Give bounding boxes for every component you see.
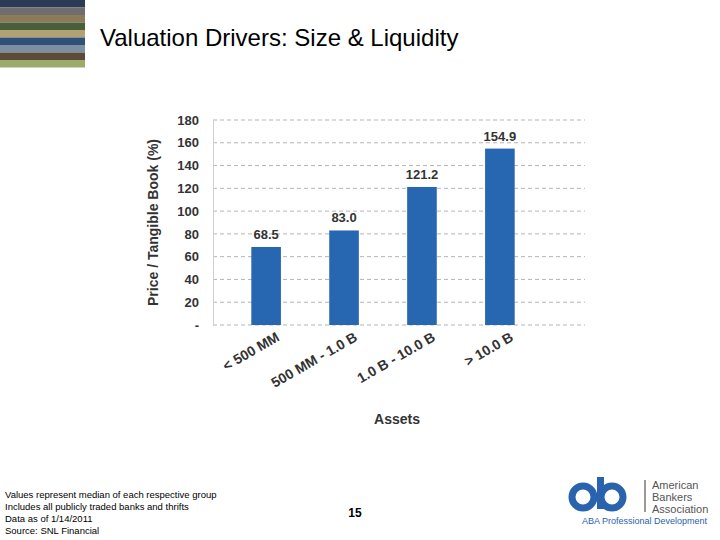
logo-name: Association bbox=[652, 503, 708, 515]
y-tick-label: - bbox=[195, 318, 199, 333]
y-tick: 140 bbox=[177, 158, 213, 173]
y-tick: 160 bbox=[177, 135, 213, 150]
stripe bbox=[0, 8, 85, 16]
page-number: 15 bbox=[348, 506, 362, 520]
data-label: 68.5 bbox=[253, 227, 278, 242]
y-tick: 60 bbox=[185, 249, 213, 264]
data-label: 121.2 bbox=[406, 167, 439, 182]
footnote: Includes all publicly traded banks and t… bbox=[5, 501, 189, 512]
title: Valuation Drivers: Size & Liquidity bbox=[100, 24, 458, 51]
y-tick-label: 40 bbox=[185, 272, 199, 287]
x-tick: < 500 MM bbox=[220, 325, 282, 374]
stripe bbox=[0, 53, 85, 61]
data-label: 154.9 bbox=[484, 129, 517, 144]
logo-tagline: ABA Professional Development bbox=[582, 516, 708, 526]
bar bbox=[485, 149, 515, 325]
bar bbox=[407, 187, 437, 325]
bar bbox=[329, 230, 359, 325]
y-axis-title: Price / Tangible Book (%) bbox=[145, 139, 161, 306]
y-tick: 180 bbox=[177, 113, 213, 128]
bar bbox=[251, 247, 281, 325]
y-tick-label: 60 bbox=[185, 249, 199, 264]
logo-shape bbox=[601, 486, 623, 508]
data-labels: 68.5 83.0 121.2 154.9 bbox=[253, 129, 516, 242]
grid-line bbox=[213, 211, 585, 212]
y-tick-label: 120 bbox=[177, 181, 199, 196]
bars bbox=[251, 149, 514, 325]
x-axis-title: Assets bbox=[374, 411, 420, 427]
grid bbox=[213, 120, 585, 325]
y-tick-label: 100 bbox=[177, 204, 199, 219]
y-tick-label: 140 bbox=[177, 158, 199, 173]
y-tick-label: 80 bbox=[185, 227, 199, 242]
x-tick: 500 MM - 1.0 B bbox=[268, 325, 360, 391]
y-tick-label: 20 bbox=[185, 295, 199, 310]
y-tick: 120 bbox=[177, 181, 213, 196]
y-tick: 20 bbox=[185, 295, 213, 310]
stripe bbox=[0, 15, 85, 23]
stripe bbox=[0, 23, 85, 31]
y-tick: 100 bbox=[177, 204, 213, 219]
decor-stripes bbox=[0, 0, 85, 68]
y-tick: 80 bbox=[185, 227, 213, 242]
x-tick: 1.0 B - 10.0 B bbox=[354, 325, 437, 386]
x-tick-label: > 10.0 B bbox=[462, 329, 516, 370]
page: Valuation Drivers: Size & Liquidity 68.5 8… bbox=[0, 0, 720, 540]
grid-line bbox=[213, 188, 585, 189]
x-tick: > 10.0 B bbox=[462, 325, 516, 369]
slide: Valuation Drivers: Size & Liquidity 68.5 8… bbox=[0, 0, 720, 540]
stripe bbox=[0, 60, 85, 68]
stripe bbox=[0, 38, 85, 46]
grid-line bbox=[213, 120, 585, 121]
stripe bbox=[0, 30, 85, 38]
logo: AmericanBankersAssociationABA Profession… bbox=[572, 477, 708, 526]
logo-shape bbox=[572, 486, 594, 508]
y-tick-label: 180 bbox=[177, 113, 199, 128]
grid-line bbox=[213, 142, 585, 143]
y-tick: - bbox=[195, 318, 213, 333]
logo-divider bbox=[644, 480, 646, 512]
footnote: Data as of 1/14/2011 bbox=[5, 513, 93, 524]
x-axis: < 500 MM500 MM - 1.0 B1.0 B - 10.0 B > 10… bbox=[220, 325, 516, 391]
footnote: Values represent median of each respecti… bbox=[5, 489, 217, 500]
x-tick-label: 500 MM - 1.0 B bbox=[268, 329, 360, 391]
data-label: 83.0 bbox=[331, 210, 356, 225]
logo-name: American bbox=[652, 479, 698, 491]
stripe bbox=[0, 45, 85, 53]
footnotes: Values represent median of each respecti… bbox=[5, 489, 217, 536]
x-tick-label: < 500 MM bbox=[220, 329, 282, 374]
footnote: Source: SNL Financial bbox=[5, 525, 99, 536]
y-axis-line bbox=[213, 121, 214, 326]
logo-name: Bankers bbox=[652, 491, 693, 503]
y-tick: 40 bbox=[185, 272, 213, 287]
y-tick-label: 160 bbox=[177, 135, 199, 150]
stripe bbox=[0, 0, 85, 8]
x-tick-label: 1.0 B - 10.0 B bbox=[354, 329, 437, 386]
grid-line bbox=[213, 165, 585, 166]
y-axis: - 20 40 60 80 100 120 140 160 180 bbox=[177, 113, 213, 333]
